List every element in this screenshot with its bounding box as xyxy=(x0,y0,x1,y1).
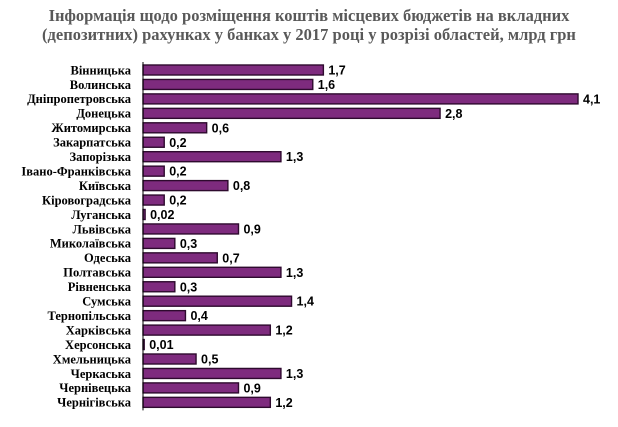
category-label-8: Київська xyxy=(79,179,132,193)
value-label-13: 0,7 xyxy=(222,251,239,265)
category-label-15: Рівненська xyxy=(68,280,132,294)
value-label-22: 0,9 xyxy=(243,381,260,395)
value-label-16: 1,4 xyxy=(297,295,314,309)
value-label-21: 1,3 xyxy=(286,367,303,381)
value-label-7: 0,2 xyxy=(169,165,186,179)
value-label-2: 4,1 xyxy=(583,92,600,106)
value-label-6: 1,3 xyxy=(286,150,303,164)
bar-9 xyxy=(142,194,165,206)
value-label-11: 0,9 xyxy=(243,222,260,236)
value-labels: 1,71,64,12,80,60,21,30,20,80,20,020,90,3… xyxy=(149,64,600,410)
bar-21 xyxy=(142,367,282,380)
category-label-23: Чернігівська xyxy=(57,396,132,410)
bar-3 xyxy=(142,107,441,120)
category-label-5: Закарпатська xyxy=(53,136,132,150)
category-label-0: Вінницька xyxy=(71,63,132,77)
bar-12 xyxy=(142,237,176,250)
chart-title-line-1: Інформація щодо розміщення коштів місцев… xyxy=(48,6,570,25)
category-label-14: Полтавська xyxy=(63,266,131,280)
value-label-10: 0,02 xyxy=(150,208,174,222)
value-label-23: 1,2 xyxy=(275,396,292,410)
value-label-9: 0,2 xyxy=(169,194,186,208)
category-label-9: Кіровоградська xyxy=(42,193,132,207)
category-label-7: Івано-Франківська xyxy=(21,164,131,178)
value-label-17: 0,4 xyxy=(190,309,207,323)
bar-23 xyxy=(142,396,272,409)
value-label-20: 0,5 xyxy=(201,353,218,367)
value-label-18: 1,2 xyxy=(275,324,292,338)
category-label-2: Дніпропетровська xyxy=(27,92,132,106)
value-label-1: 1,6 xyxy=(318,78,335,92)
category-label-10: Луганська xyxy=(71,208,132,222)
category-label-22: Чернівецька xyxy=(59,381,131,395)
bar-2 xyxy=(142,93,579,105)
bar-22 xyxy=(142,382,240,394)
bar-4 xyxy=(142,122,208,134)
value-label-3: 2,8 xyxy=(445,107,462,121)
bar-20 xyxy=(142,353,197,365)
bar-0 xyxy=(142,64,325,76)
category-label-11: Львівська xyxy=(73,222,132,236)
bar-15 xyxy=(142,281,176,293)
value-label-12: 0,3 xyxy=(180,237,197,251)
bar-1 xyxy=(142,78,314,91)
bar-11 xyxy=(142,223,240,235)
category-label-13: Одеська xyxy=(84,251,132,265)
category-label-21: Черкаська xyxy=(71,367,132,381)
bar-8 xyxy=(142,179,229,192)
category-label-3: Донецька xyxy=(76,107,131,121)
bar-5 xyxy=(142,136,165,148)
category-label-18: Харківська xyxy=(66,323,132,337)
chart-title-line-2: (депозитних) рахунках у банках у 2017 ро… xyxy=(42,25,576,44)
category-label-19: Херсонська xyxy=(65,338,132,352)
category-label-6: Запорізька xyxy=(70,150,132,164)
value-label-15: 0,3 xyxy=(180,280,197,294)
bar-14 xyxy=(142,266,282,278)
value-label-0: 1,7 xyxy=(328,64,345,78)
value-label-19: 0,01 xyxy=(149,338,173,352)
bar-13 xyxy=(142,252,218,264)
category-label-1: Волинська xyxy=(70,78,132,92)
category-label-4: Житомирська xyxy=(51,121,131,135)
value-label-8: 0,8 xyxy=(233,179,250,193)
value-label-14: 1,3 xyxy=(286,266,303,280)
bar-7 xyxy=(142,165,165,177)
category-label-20: Хмельницька xyxy=(53,352,132,366)
category-labels: ВінницькаВолинськаДніпропетровськаДонець… xyxy=(21,63,131,409)
category-label-17: Тернопільська xyxy=(47,309,131,323)
bar-16 xyxy=(142,295,293,307)
bar-6 xyxy=(142,150,282,163)
category-label-12: Миколаївська xyxy=(50,237,132,251)
value-label-4: 0,6 xyxy=(212,121,229,135)
value-label-5: 0,2 xyxy=(169,136,186,150)
bar-17 xyxy=(142,309,187,322)
bar-18 xyxy=(142,324,272,336)
category-label-16: Сумська xyxy=(82,295,131,309)
chart-title: Інформація щодо розміщення коштів місцев… xyxy=(0,6,618,44)
